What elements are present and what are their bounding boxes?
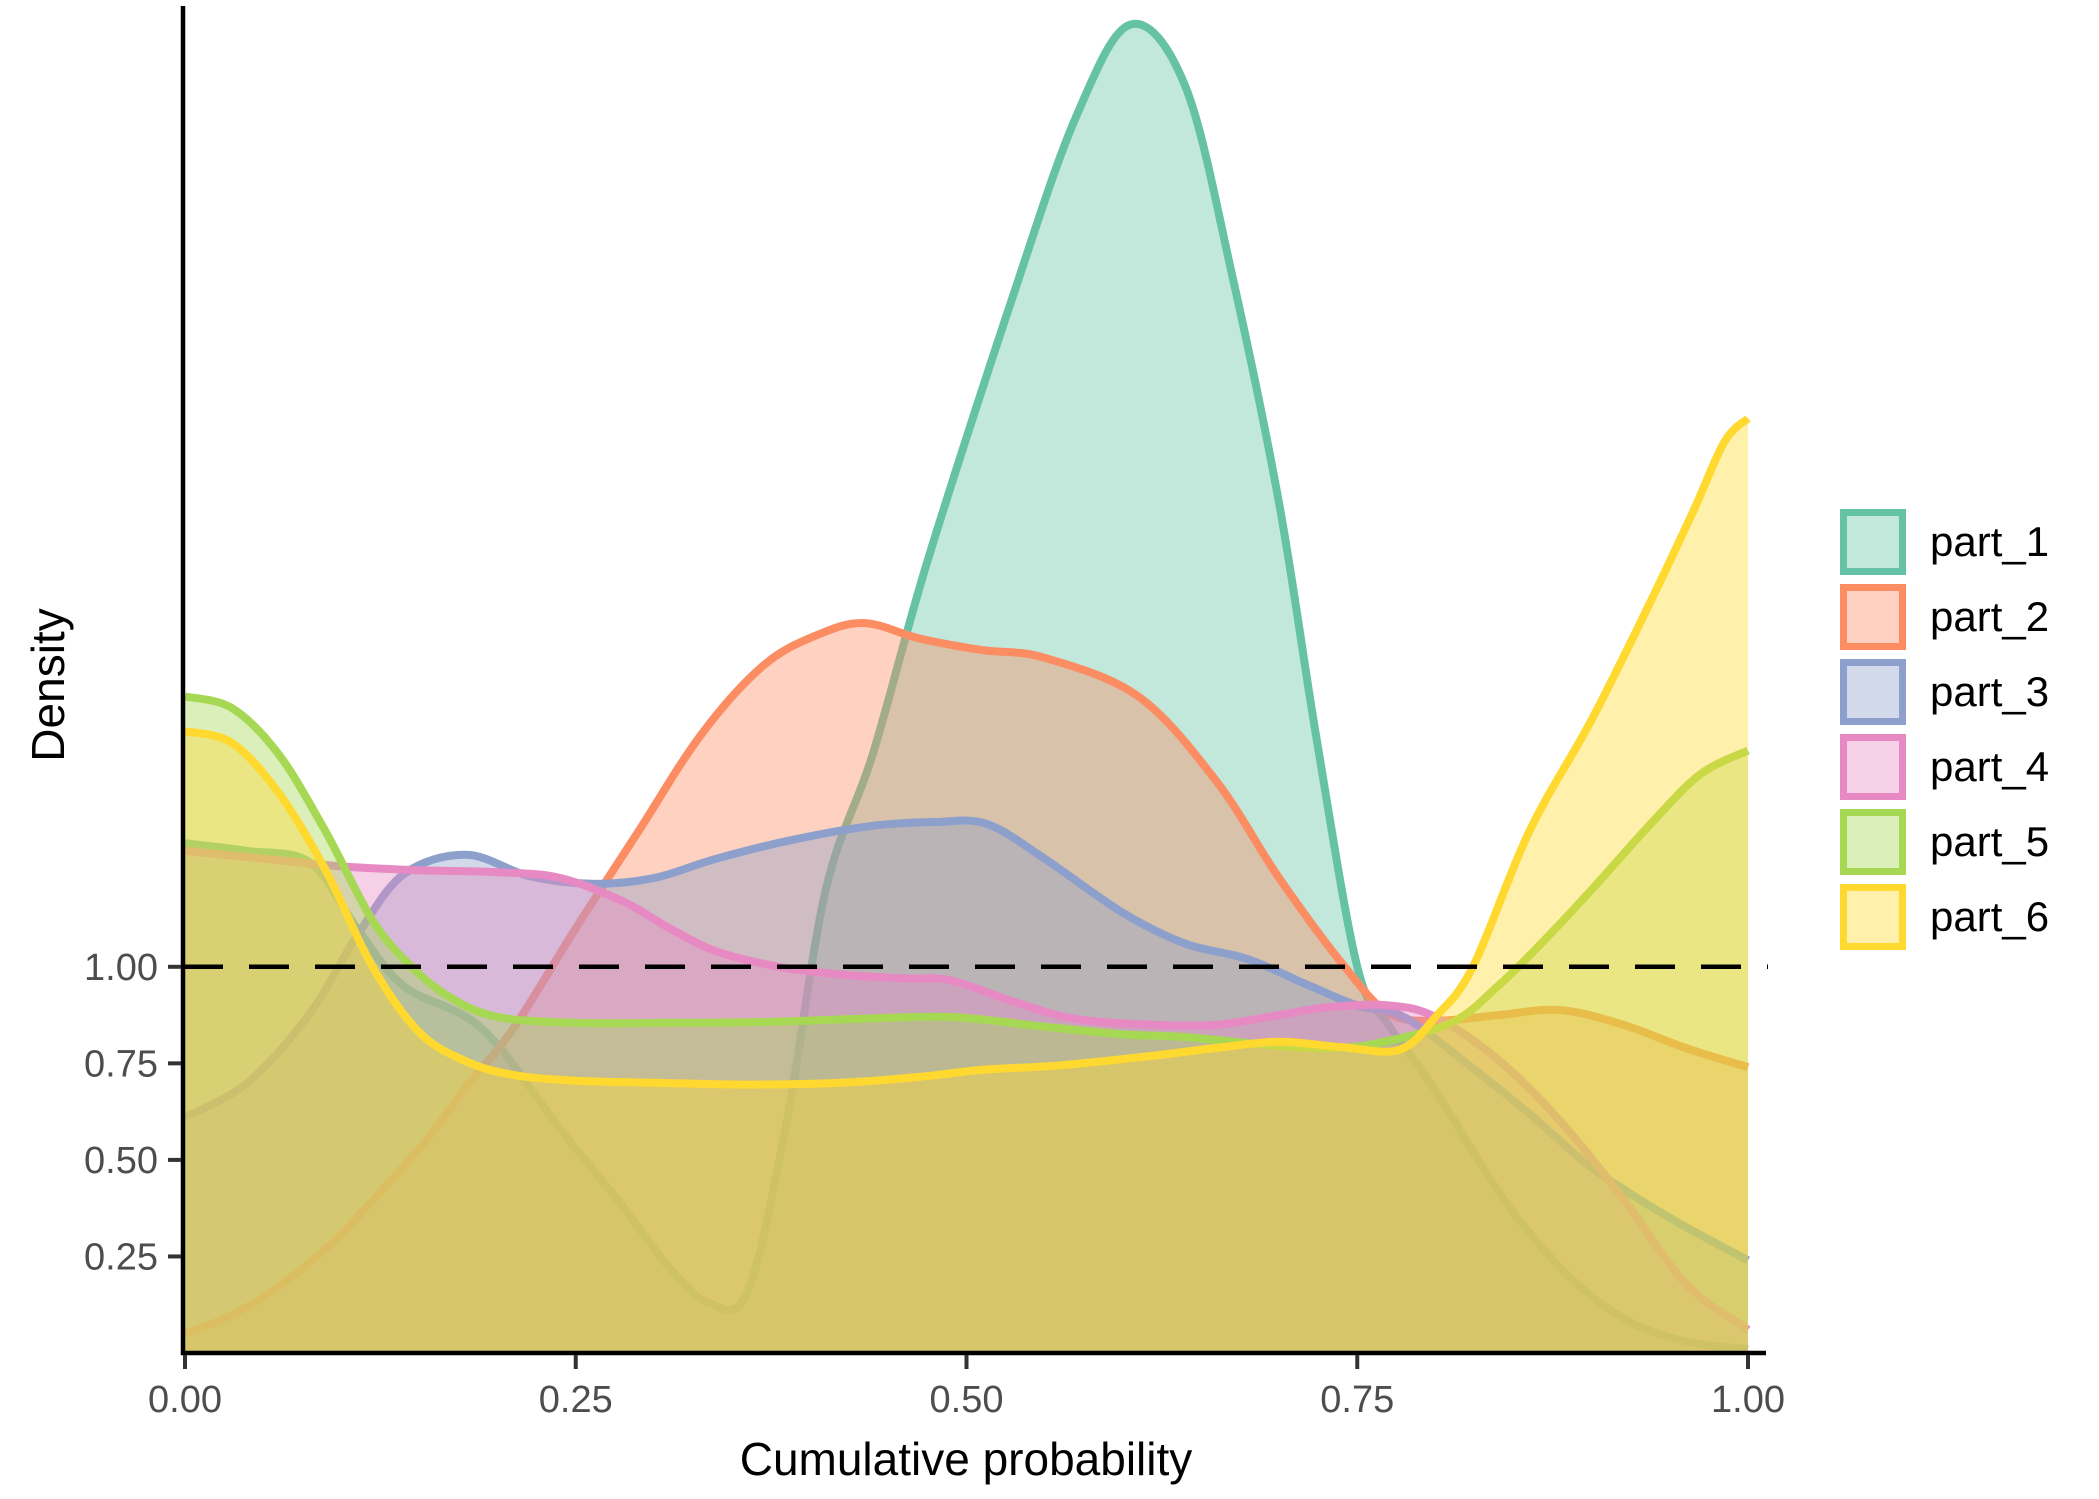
density-curve-part_4 xyxy=(184,846,1751,1334)
legend: part_1 part_2 part_3 part_4 part_5 part_6 xyxy=(1840,509,2049,950)
legend-swatch-icon xyxy=(1840,509,1906,575)
x-tick-label: 1.00 xyxy=(1711,1379,1785,1421)
density-curve-part_2 xyxy=(183,619,1750,1338)
density-fill-part_6 xyxy=(185,418,1748,1353)
x-tick-label: 0.25 xyxy=(539,1379,613,1421)
legend-swatch-icon xyxy=(1840,809,1906,875)
legend-item-label: part_2 xyxy=(1930,593,2050,640)
density-fill-part_5 xyxy=(185,696,1748,1353)
legend-item-part_2: part_2 xyxy=(1840,584,2049,650)
legend-swatch-icon xyxy=(1840,734,1906,800)
y-tick-label: 0.75 xyxy=(84,1043,158,1085)
y-axis-title: Density xyxy=(22,608,74,762)
legend-item-label: part_3 xyxy=(1930,668,2050,715)
density-fill-part_4 xyxy=(185,850,1748,1353)
x-tick-label: 0.50 xyxy=(930,1379,1004,1421)
legend-item-label: part_1 xyxy=(1930,518,2050,565)
legend-swatch-icon xyxy=(1840,584,1906,650)
x-tick-label: 0.75 xyxy=(1320,1379,1394,1421)
density-curve-part_5 xyxy=(184,692,1750,1052)
legend-item-label: part_4 xyxy=(1930,743,2050,790)
legend-item-label: part_5 xyxy=(1930,818,2050,865)
y-tick-label: 0.50 xyxy=(84,1140,158,1182)
legend-item-part_4: part_4 xyxy=(1840,734,2049,800)
legend-swatch-icon xyxy=(1840,659,1906,725)
density-curve-part_6 xyxy=(184,415,1751,1089)
legend-item-part_5: part_5 xyxy=(1840,809,2049,875)
y-tick-label: 1.00 xyxy=(84,947,158,989)
x-tick-label: 0.00 xyxy=(148,1379,222,1421)
legend-item-part_3: part_3 xyxy=(1840,659,2049,725)
legend-item-part_6: part_6 xyxy=(1840,884,2049,950)
legend-swatch-icon xyxy=(1840,884,1906,950)
density-fill-part_3 xyxy=(185,820,1748,1353)
y-tick-label: 0.25 xyxy=(84,1236,158,1278)
density-fill-part_1 xyxy=(185,23,1748,1354)
legend-item-label: part_6 xyxy=(1930,893,2050,940)
legend-item-part_1: part_1 xyxy=(1840,509,2049,575)
density-curve-part_3 xyxy=(183,816,1750,1264)
x-axis-title: Cumulative probability xyxy=(739,1433,1193,1485)
